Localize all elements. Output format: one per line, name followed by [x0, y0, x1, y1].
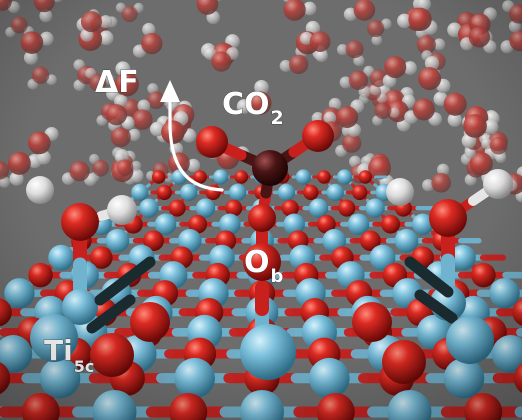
water-oxygen: [345, 40, 364, 59]
ti-atom: [326, 183, 344, 202]
water-oxygen: [10, 16, 28, 34]
o-atom: [90, 333, 134, 377]
water-oxygen: [348, 70, 369, 90]
ti5c-label-subscript: 5c: [74, 357, 95, 376]
co2-carbon: [252, 150, 288, 186]
water-oxygen: [132, 109, 153, 130]
hydroxyl-hydrogen: [26, 176, 54, 204]
water-oxygen: [7, 151, 31, 175]
o-atom: [381, 214, 401, 234]
water-oxygen: [80, 11, 102, 33]
ti-atom: [240, 324, 296, 380]
ti-atom: [105, 228, 130, 253]
water-oxygen: [489, 136, 508, 155]
water-oxygen: [384, 56, 407, 79]
o-atom: [156, 184, 172, 201]
ti-atom: [446, 316, 494, 364]
water-oxygen: [92, 159, 110, 177]
hydroxyl-oxygen: [61, 203, 99, 241]
water-oxygen: [408, 7, 432, 32]
water-oxygen: [121, 5, 138, 23]
ti-atom: [131, 183, 149, 202]
ti-atom: [139, 198, 159, 218]
ti-atom: [213, 169, 229, 185]
ti-atom: [309, 357, 350, 399]
water-oxygen: [31, 66, 50, 84]
o-atom: [471, 262, 496, 288]
water-oxygen: [309, 31, 331, 52]
water-oxygen: [374, 102, 392, 120]
o-atom: [234, 170, 249, 184]
hydroxyl-hydrogen: [107, 195, 137, 225]
ti-atom: [48, 244, 75, 271]
delta-f-label: ΔF: [95, 65, 139, 100]
ob-label-main: O: [244, 245, 270, 280]
water-oxygen: [468, 26, 490, 48]
water-oxygen: [353, 0, 376, 21]
ti-atom: [365, 198, 385, 218]
water-oxygen: [28, 131, 51, 155]
o-atom: [358, 170, 373, 184]
water-oxygen: [463, 114, 487, 138]
hydroxyl-hydrogen: [483, 169, 513, 199]
water-oxygen: [431, 173, 451, 193]
co2-label-main: CO: [222, 87, 270, 122]
water-oxygen: [367, 20, 385, 38]
hydroxyl-hydrogen: [386, 178, 414, 206]
ti-atom: [394, 228, 419, 253]
ti-atom: [180, 183, 198, 202]
hydroxyl-oxygen: [429, 199, 467, 237]
water-oxygen: [443, 92, 467, 116]
co2-oxygen: [196, 126, 228, 158]
water-oxygen: [69, 161, 90, 182]
water-oxygen: [288, 54, 309, 75]
o-atom: [338, 199, 356, 217]
co2-label-subscript: 2: [271, 107, 284, 129]
water-oxygen: [211, 51, 232, 72]
water-oxygen: [20, 31, 44, 54]
o-atom: [317, 170, 331, 184]
water-oxygen: [161, 120, 185, 145]
water-oxygen: [105, 104, 127, 126]
o-atom: [151, 170, 166, 184]
ti-atom: [443, 357, 485, 399]
ti-atom: [174, 357, 215, 399]
o-atom: [352, 302, 392, 342]
ti5c-label-main: Ti: [44, 334, 73, 367]
o-atom: [168, 199, 186, 217]
water-oxygen: [412, 98, 435, 121]
ti-atom: [277, 183, 296, 202]
water-oxygen: [342, 133, 362, 153]
o-atom: [352, 184, 368, 201]
o-atom: [303, 184, 319, 201]
ti-atom: [228, 183, 247, 202]
o-atom: [382, 340, 426, 384]
co2-oxygen: [302, 120, 334, 152]
water-oxygen: [418, 67, 442, 91]
water-oxygen: [141, 32, 163, 55]
water-oxygen: [116, 159, 134, 176]
ti-atom: [337, 169, 353, 185]
water-oxygen: [110, 127, 131, 148]
water-oxygen: [336, 106, 359, 129]
o-atom: [130, 302, 170, 342]
ob-label-subscript: b: [271, 266, 284, 287]
o-atom: [28, 262, 53, 288]
ti-atom: [295, 169, 311, 185]
o-atom: [248, 204, 276, 232]
